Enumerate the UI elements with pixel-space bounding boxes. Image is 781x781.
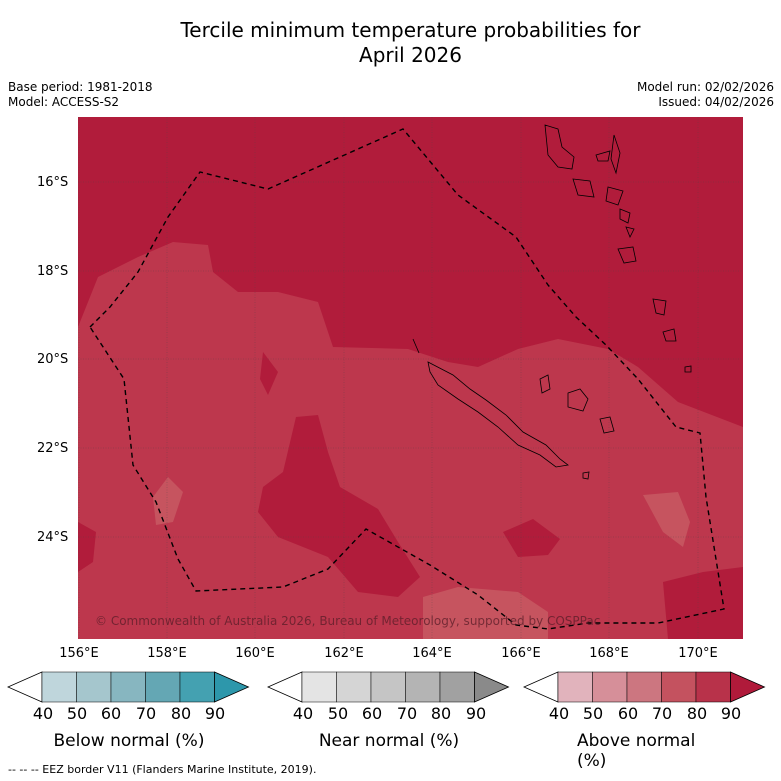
island-outline (412, 338, 420, 354)
meta-left: Base period: 1981-2018 Model: ACCESS-S2 (8, 80, 153, 110)
above-tick-90: 90 (720, 704, 742, 723)
below-tick-50: 50 (66, 704, 88, 723)
near-tick-50: 50 (327, 704, 349, 723)
near-tick-70: 70 (396, 704, 418, 723)
above-70-patch-2 (643, 492, 690, 547)
espiritu-santo-outline (544, 124, 575, 170)
above-tick-50: 50 (582, 704, 604, 723)
model-name: Model: ACCESS-S2 (8, 95, 120, 109)
lifou-outline (567, 388, 589, 412)
epi-outline (619, 208, 631, 224)
below-arrow-high (214, 671, 250, 703)
eez-footnote: -- -- -- EEZ border V11 (Flanders Marine… (8, 763, 317, 776)
above-70-patch-3 (423, 587, 548, 639)
lon-label-168e: 168°E (589, 646, 629, 661)
lon-label-164e: 164°E (412, 646, 452, 661)
near-cell-1 (301, 671, 337, 703)
lon-label-162e: 162°E (324, 646, 364, 661)
model-run: Model run: 02/02/2026 (636, 80, 774, 94)
near-cell-5 (439, 671, 475, 703)
below-tick-90: 90 (204, 704, 226, 723)
above-90-patch-4 (663, 567, 743, 639)
near-normal-label: Near normal (%) (318, 731, 460, 751)
above-tick-40: 40 (548, 704, 570, 723)
above-arrow-low (523, 671, 559, 703)
ambrym-outline (605, 186, 624, 206)
lon-label-160e: 160°E (235, 646, 275, 661)
above-cell-5 (695, 671, 731, 703)
lon-label-170e: 170°E (678, 646, 718, 661)
near-cell-3 (370, 671, 406, 703)
below-cell-4 (145, 671, 181, 703)
colorbar-above (523, 671, 766, 703)
above-cell-3 (626, 671, 662, 703)
above-tick-60: 60 (617, 704, 639, 723)
above-tick-70: 70 (651, 704, 673, 723)
lon-label-166e: 166°E (501, 646, 541, 661)
near-tick-90: 90 (465, 704, 487, 723)
below-normal-label: Below normal (%) (53, 731, 205, 751)
colorbar-below (7, 671, 250, 703)
shepherd-outline (625, 226, 635, 238)
loyalty-islands-outline (539, 374, 551, 394)
near-tick-80: 80 (430, 704, 452, 723)
below-tick-70: 70 (135, 704, 157, 723)
lon-label-156e: 156°E (59, 646, 99, 661)
near-cell-4 (405, 671, 441, 703)
below-tick-80: 80 (170, 704, 192, 723)
below-cell-5 (179, 671, 215, 703)
aneityum-outline (684, 365, 692, 373)
lat-label-24s: 24°S (37, 530, 69, 545)
colorbar-near (267, 671, 510, 703)
lat-label-22s: 22°S (37, 441, 69, 456)
above-cell-4 (661, 671, 697, 703)
lat-label-18s: 18°S (37, 264, 69, 279)
above-90-patch-2 (78, 522, 96, 572)
lat-label-20s: 20°S (37, 352, 69, 367)
copyright-notice: © Commonwealth of Australia 2026, Bureau… (95, 614, 601, 628)
near-arrow-low (267, 671, 303, 703)
tanna-outline (662, 328, 677, 342)
near-tick-40: 40 (292, 704, 314, 723)
near-tick-60: 60 (361, 704, 383, 723)
meta-right: Model run: 02/02/2026 Issued: 04/02/2026 (637, 80, 774, 110)
graticule (78, 117, 743, 639)
above-tick-80: 80 (686, 704, 708, 723)
title-line-2: April 2026 (359, 43, 462, 67)
island-outline-2 (595, 150, 611, 162)
near-cell-2 (336, 671, 372, 703)
colorbars (7, 671, 766, 703)
title-line-1: Tercile minimum temperature probabilitie… (180, 18, 641, 42)
malekula-outline (572, 178, 595, 198)
base-period: Base period: 1981-2018 (8, 80, 153, 94)
new-caledonia-outline (427, 361, 569, 468)
below-tick-40: 40 (32, 704, 54, 723)
below-cell-1 (41, 671, 77, 703)
isle-outline (582, 471, 590, 480)
chart-title: Tercile minimum temperature probabilitie… (0, 18, 781, 68)
erromango-outline (652, 298, 667, 316)
near-arrow-high (474, 671, 510, 703)
probability-map (78, 117, 743, 639)
above-80-region (78, 242, 743, 639)
above-90-patch-1 (258, 415, 420, 597)
above-arrow-high (730, 671, 766, 703)
below-arrow-low (7, 671, 43, 703)
lon-label-158e: 158°E (147, 646, 187, 661)
issued-date: Issued: 04/02/2026 (658, 95, 774, 109)
above-cell-2 (592, 671, 628, 703)
below-cell-2 (76, 671, 112, 703)
below-cell-3 (110, 671, 146, 703)
island-outline-3 (610, 134, 621, 175)
above-normal-label: Above normal (%) (577, 731, 696, 771)
above-90-patch-3 (503, 519, 560, 557)
map-canvas (78, 117, 743, 639)
mare-outline (599, 416, 615, 434)
lat-label-16s: 16°S (37, 175, 69, 190)
below-tick-60: 60 (100, 704, 122, 723)
efate-outline (617, 246, 637, 264)
above-cell-1 (557, 671, 593, 703)
